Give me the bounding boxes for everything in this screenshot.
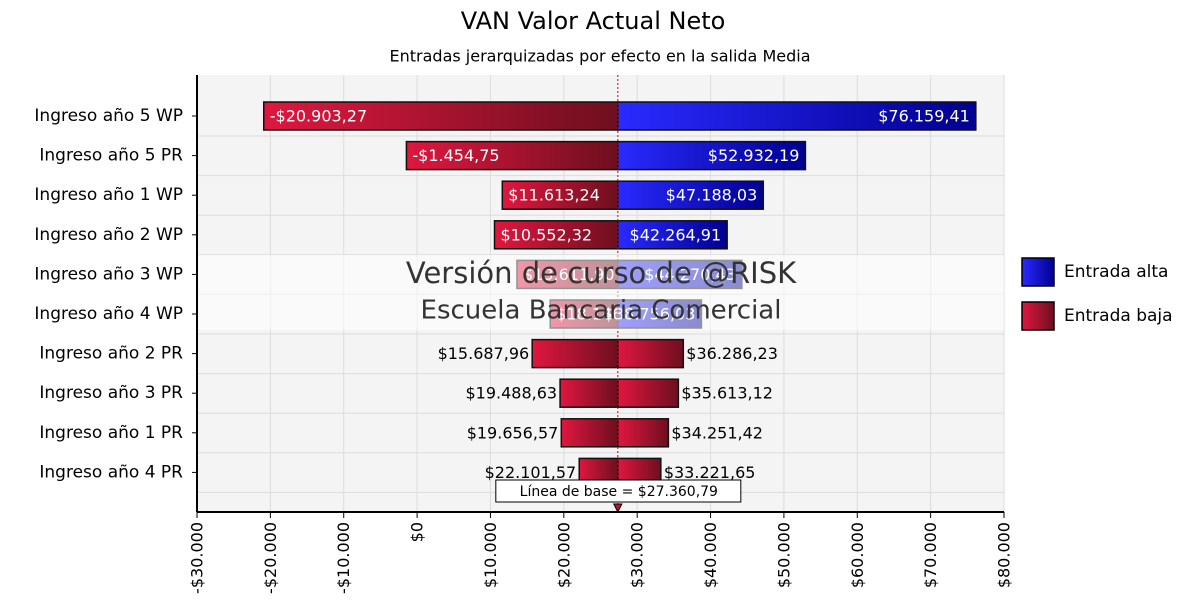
legend-swatch xyxy=(1021,257,1055,287)
watermark: Versión de curso de @RISK xyxy=(406,256,797,290)
bar xyxy=(501,180,619,210)
value-label: $33.221,65 xyxy=(664,463,756,482)
value-label: $15.687,96 xyxy=(438,344,530,363)
value-label: -$20.903,27 xyxy=(270,107,367,126)
bar xyxy=(617,338,685,369)
bar xyxy=(531,338,619,369)
x-tick-label: $10.000 xyxy=(481,522,500,588)
x-tick-label: $20.000 xyxy=(554,522,573,588)
y-tick-label: Ingreso año 3 PR xyxy=(39,383,183,403)
bar xyxy=(493,220,619,250)
bar xyxy=(617,418,670,448)
y-tick-label: Ingreso año 5 WP xyxy=(34,106,183,126)
bar xyxy=(617,220,728,250)
x-tick-label: $40.000 xyxy=(701,522,720,588)
value-label: $35.613,12 xyxy=(681,384,773,403)
y-tick-label: Ingreso año 5 PR xyxy=(39,146,183,166)
x-tick-label: $80.000 xyxy=(995,522,1014,588)
value-label: $52.932,19 xyxy=(708,146,800,165)
bar xyxy=(560,418,619,448)
legend-label: Entrada baja xyxy=(1064,306,1173,326)
bar xyxy=(559,378,619,408)
value-label: $19.488,63 xyxy=(465,384,557,403)
bar xyxy=(617,378,680,408)
y-tick-label: Ingreso año 1 WP xyxy=(34,185,183,205)
baseline-label: Línea de base = $27.360,79 xyxy=(520,484,718,500)
y-tick-label: Ingreso año 1 PR xyxy=(39,423,183,443)
value-label: -$1.454,75 xyxy=(412,146,499,165)
x-tick-label: $50.000 xyxy=(774,522,793,588)
bar xyxy=(617,101,977,131)
legend-swatch xyxy=(1021,301,1055,331)
x-tick-label: $60.000 xyxy=(848,522,867,588)
y-tick-label: Ingreso año 4 WP xyxy=(34,304,183,324)
baseline-marker xyxy=(613,503,623,514)
x-tick-label: $0 xyxy=(408,522,427,542)
chart-subtitle: Entradas jerarquizadas por efecto en la … xyxy=(390,47,811,66)
x-tick-label: $30.000 xyxy=(628,522,647,588)
y-tick-label: Ingreso año 4 PR xyxy=(39,462,183,482)
y-tick-label: Ingreso año 2 WP xyxy=(34,225,183,245)
value-label: $22.101,57 xyxy=(485,463,577,482)
watermark: Escuela Bancaria Comercial xyxy=(421,296,782,326)
x-tick-label: -$20.000 xyxy=(261,522,280,594)
value-label: $34.251,42 xyxy=(671,423,763,442)
bar xyxy=(262,101,619,131)
x-tick-label: -$10.000 xyxy=(334,522,353,594)
x-tick-label: $70.000 xyxy=(921,522,940,588)
bar xyxy=(617,140,807,171)
baseline-box xyxy=(495,479,742,503)
value-label: $36.286,23 xyxy=(686,344,778,363)
y-tick-label: Ingreso año 3 WP xyxy=(34,264,183,284)
value-label: $11.613,24 xyxy=(508,186,600,205)
legend-label: Entrada alta xyxy=(1064,262,1168,282)
value-label: $76.159,41 xyxy=(878,107,970,126)
watermark-band xyxy=(197,255,1004,330)
bar xyxy=(405,140,619,171)
y-tick-label: Ingreso año 2 PR xyxy=(39,344,183,364)
bar xyxy=(617,180,765,210)
value-label: $19.656,57 xyxy=(467,423,559,442)
chart-title: VAN Valor Actual Neto xyxy=(461,7,726,35)
value-label: $42.264,91 xyxy=(630,225,722,244)
x-tick-label: -$30.000 xyxy=(188,522,207,594)
value-label: $10.552,32 xyxy=(501,225,593,244)
value-label: $47.188,03 xyxy=(666,186,758,205)
